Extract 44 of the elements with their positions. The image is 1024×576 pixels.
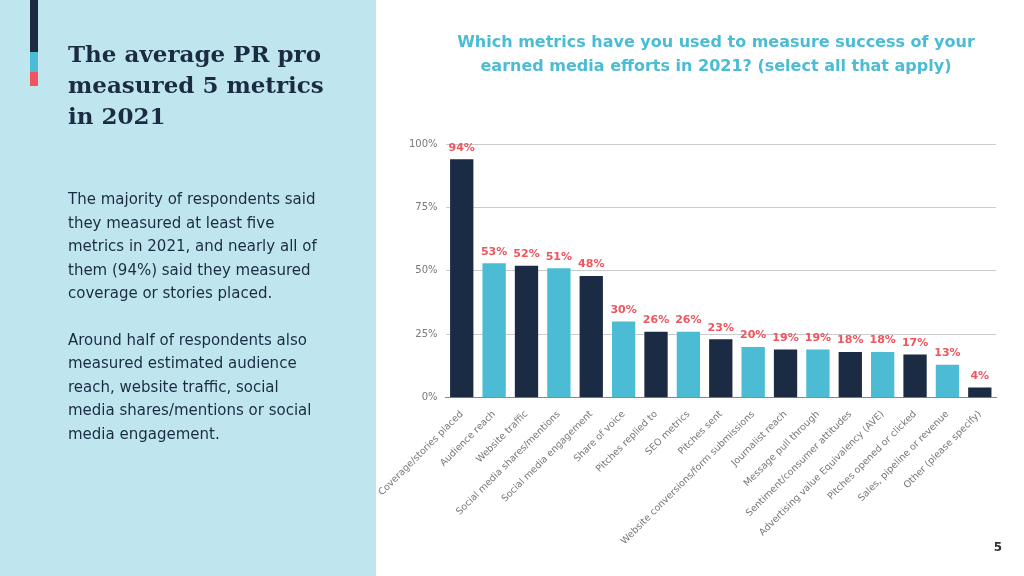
y-tick-label: 100%: [408, 137, 438, 149]
data-label: 13%: [934, 346, 961, 360]
bar: [644, 331, 668, 398]
data-label: 19%: [772, 330, 799, 344]
data-label: 18%: [869, 333, 896, 347]
data-label: 4%: [970, 368, 990, 382]
data-label: 23%: [707, 320, 734, 334]
bar: [871, 351, 895, 398]
text: The majority of respondents said they measured at least five metrics in 2021, and nearly all of them (94%) said they measured coverage or stories placed.: [68, 189, 318, 304]
y-tick-label: 75%: [415, 201, 438, 212]
bar: [968, 387, 992, 398]
text: Around half of respondents also measured estimated audience reach, website traffic, social media shares/mentions or social media engagement.: [68, 329, 313, 445]
data-label: 94%: [448, 140, 475, 154]
text: 5: [993, 540, 1002, 554]
bar: [579, 275, 603, 398]
bar: [450, 159, 474, 398]
text: The average PR pro measured 5 metrics in 2021: [68, 39, 325, 131]
data-label: 53%: [480, 244, 508, 258]
data-label: 51%: [545, 249, 573, 263]
bar: [482, 263, 506, 398]
data-label: 18%: [837, 333, 864, 347]
data-label: 17%: [901, 335, 929, 349]
bar: [741, 346, 765, 398]
bar: [903, 354, 927, 398]
bar: [709, 339, 733, 398]
bar: [838, 351, 862, 398]
data-label: 52%: [513, 247, 540, 261]
data-label: 26%: [642, 313, 670, 327]
data-label: 19%: [804, 330, 832, 344]
bar: [676, 331, 701, 398]
data-label: 20%: [739, 328, 767, 342]
data-label: 30%: [610, 302, 637, 316]
data-label: 48%: [578, 257, 605, 271]
bar: [773, 349, 798, 398]
bar: [806, 349, 830, 398]
data-label: 26%: [675, 313, 702, 327]
y-tick-label: 25%: [415, 327, 438, 339]
chart-title: Which metrics have you used to measure success of your earned media efforts in 2021? (select all that apply): [456, 31, 976, 77]
bar: [935, 364, 960, 398]
y-tick-label: 0%: [421, 391, 438, 403]
bar: [514, 265, 539, 398]
bar: [547, 268, 571, 398]
y-tick-label: 50%: [415, 264, 438, 276]
bar: [611, 321, 636, 398]
